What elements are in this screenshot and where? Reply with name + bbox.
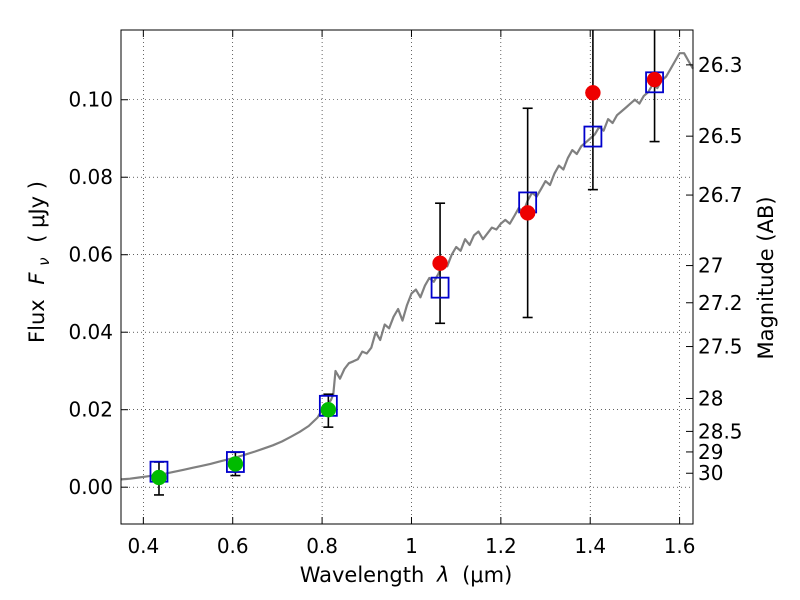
x-tick-label: 0.8 bbox=[306, 534, 338, 558]
x-axis-label-unit: (μm) bbox=[462, 563, 512, 587]
y2-tick-label: 28.5 bbox=[698, 419, 743, 443]
x-tick-label: 1.4 bbox=[574, 534, 606, 558]
observed-point bbox=[519, 205, 536, 221]
y-axis-label: Flux F ν ( μJy ) bbox=[25, 181, 54, 343]
model-square bbox=[583, 125, 603, 148]
y2-tick-label: 26.3 bbox=[698, 53, 743, 77]
y2-tick-label: 27 bbox=[698, 254, 723, 278]
y2-axis-label: Magnitude (AB) bbox=[754, 196, 778, 359]
y-tick-label: 0.10 bbox=[68, 88, 113, 112]
x-axis-ticks: 0.4 0.6 0.8 1 1.2 1.4 1.6 bbox=[127, 30, 696, 558]
y-axis-label-unit: ( μJy ) bbox=[25, 181, 49, 243]
spectrum-line bbox=[120, 52, 694, 481]
model-square bbox=[430, 276, 450, 299]
y2-tick-label: 28 bbox=[698, 386, 723, 410]
observed-point bbox=[320, 401, 337, 418]
y-tick-label: 0.02 bbox=[68, 398, 113, 422]
y-axis-label-symbol: F bbox=[25, 272, 49, 285]
x-axis-label-text: Wavelength bbox=[300, 563, 425, 587]
y-axis-label-subscript: ν bbox=[35, 257, 53, 265]
observed-point bbox=[585, 85, 601, 101]
y-tick-label: 0.06 bbox=[68, 243, 113, 267]
plot-frame bbox=[120, 29, 694, 525]
y2-tick-label: 27.5 bbox=[698, 335, 743, 359]
y2-tick-label: 27.2 bbox=[698, 291, 743, 315]
model-square bbox=[225, 451, 245, 473]
y2-tick-label: 26.7 bbox=[698, 183, 743, 207]
x-tick-label: 0.6 bbox=[217, 534, 249, 558]
x-tick-label: 0.4 bbox=[127, 534, 159, 558]
x-axis-label-symbol: λ bbox=[436, 563, 449, 587]
y2-tick-label: 26.5 bbox=[698, 124, 743, 148]
observed-point bbox=[227, 456, 244, 472]
y-axis-ticks: 0.00 0.02 0.04 0.06 0.08 0.10 bbox=[68, 88, 128, 499]
x-tick-label: 1.6 bbox=[664, 534, 696, 558]
model-squares-group bbox=[149, 71, 664, 483]
x-axis-label: Wavelength λ (μm) bbox=[300, 563, 513, 587]
observed-point bbox=[432, 255, 448, 271]
y-tick-label: 0.08 bbox=[68, 165, 113, 189]
x-tick-label: 1 bbox=[405, 534, 418, 558]
y2-tick-label: 30 bbox=[698, 461, 723, 485]
spectrum-line-group bbox=[120, 52, 694, 481]
grid-lines bbox=[121, 30, 693, 524]
y-tick-label: 0.04 bbox=[68, 320, 113, 344]
y-axis-label-text: Flux bbox=[25, 299, 49, 343]
y2-tick-label: 29 bbox=[698, 440, 723, 464]
observed-point bbox=[646, 71, 663, 88]
y-tick-label: 0.00 bbox=[68, 475, 113, 499]
x-tick-label: 1.2 bbox=[485, 534, 517, 558]
observed-point bbox=[151, 469, 167, 486]
observed-points-group bbox=[151, 71, 663, 486]
